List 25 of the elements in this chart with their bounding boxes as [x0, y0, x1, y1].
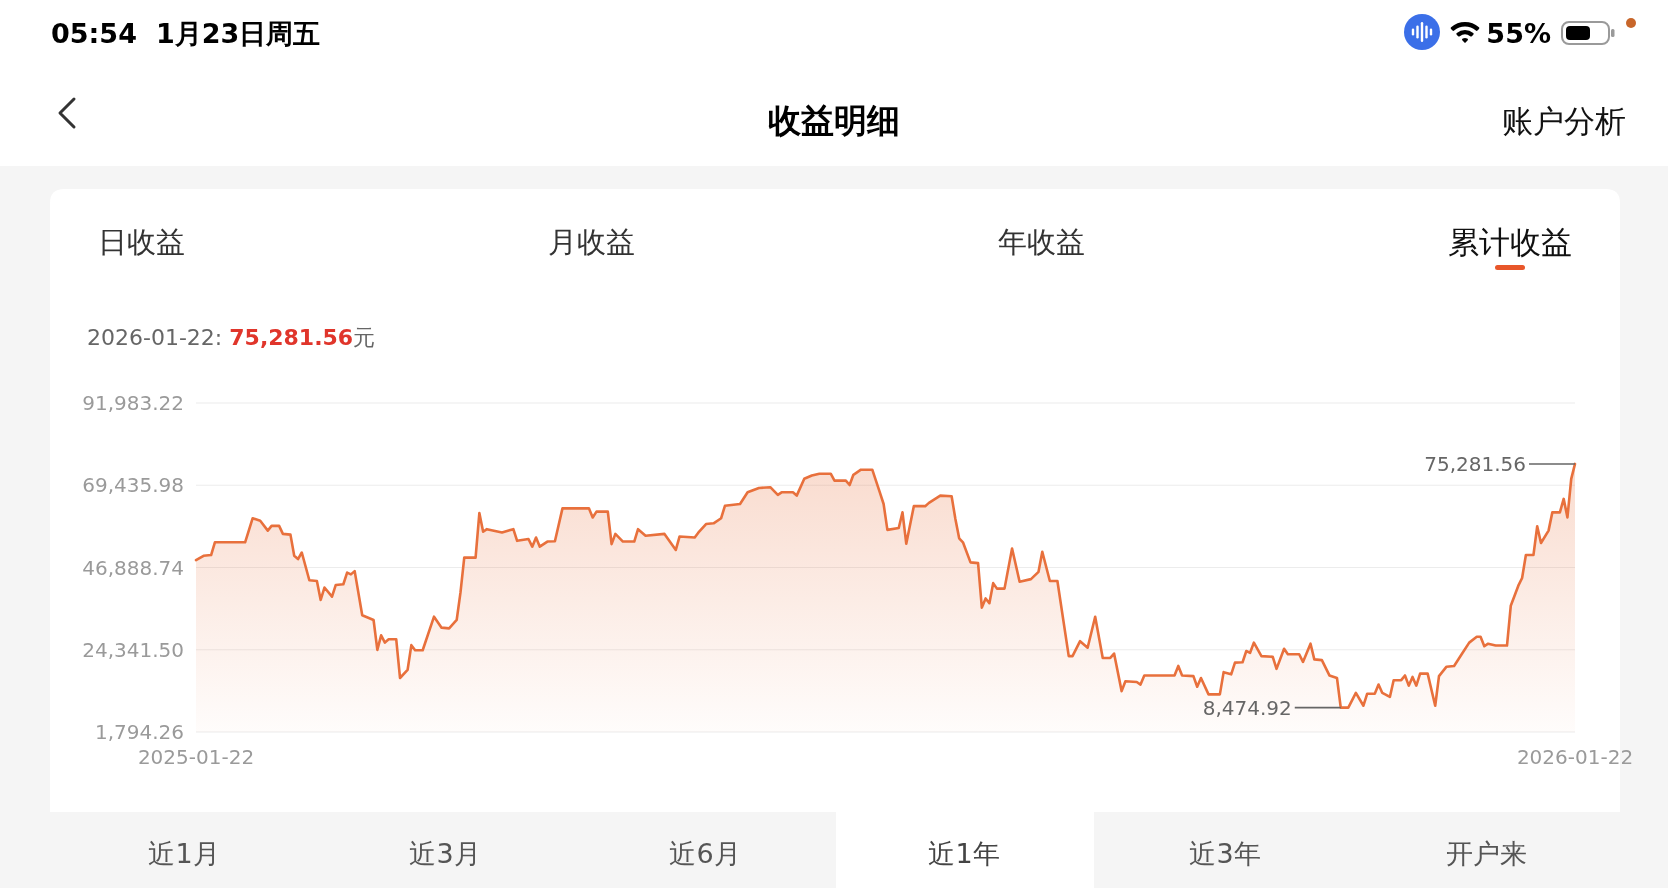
text: 近1年: [928, 837, 1000, 869]
text: 05:54: [51, 17, 137, 49]
y-tick-label: 46,888.74: [82, 555, 184, 580]
text: 月收益: [547, 225, 635, 259]
text: 近6月: [669, 837, 741, 869]
text: 累计收益: [1448, 224, 1572, 260]
y-tick-label: 69,435.98: [82, 473, 184, 498]
text: 开户来: [1445, 837, 1527, 869]
text: 近1月: [148, 837, 220, 869]
text: 55%: [1486, 17, 1551, 49]
text: 账户分析: [1502, 103, 1626, 139]
text: 近3月: [409, 837, 481, 869]
y-tick-label: 24,341.50: [82, 637, 184, 662]
annotation: 8,474.92: [1202, 695, 1292, 720]
chart-subtitle: 2026-01-22: 75,281.56元: [87, 324, 376, 350]
text: 近3年: [1189, 837, 1261, 869]
x-tick-label: 2026-01-22: [1516, 745, 1634, 769]
text: 日收益: [97, 225, 185, 259]
chart-title: 收益明细: [768, 100, 900, 140]
text: 年收益: [997, 225, 1085, 259]
x-tick-label: 2025-01-22: [137, 745, 255, 769]
y-tick-label: 91,983.22: [82, 391, 184, 415]
text: 1月23日周五: [156, 17, 321, 49]
annotation: 75,281.56: [1424, 451, 1526, 476]
y-tick-label: 1,794.26: [94, 720, 184, 744]
